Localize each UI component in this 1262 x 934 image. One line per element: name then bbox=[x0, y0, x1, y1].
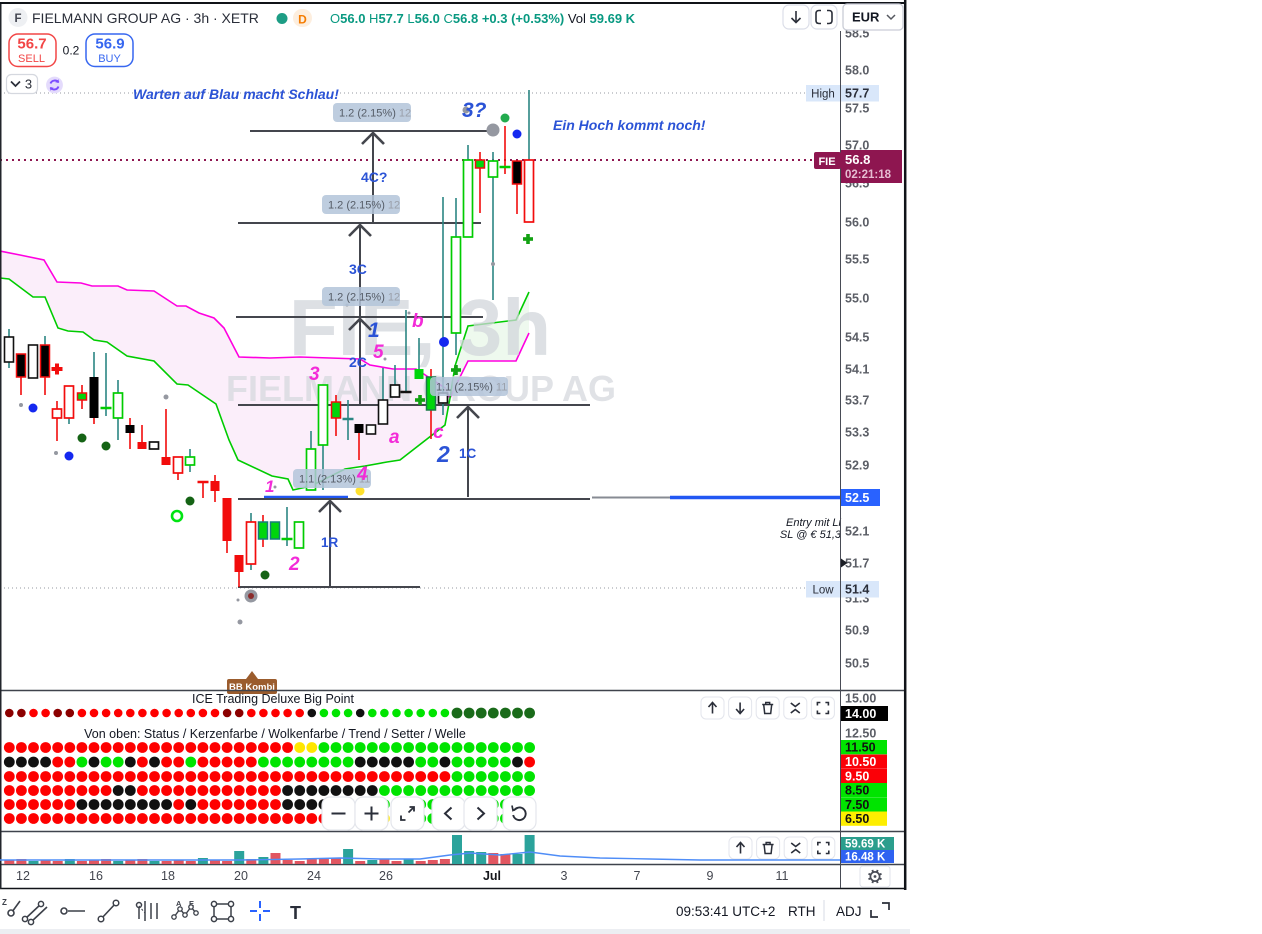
svg-text:56.7: 56.7 bbox=[17, 36, 46, 53]
svg-text:1.1 (2.13%) 11: 1.1 (2.13%) 11 bbox=[299, 474, 370, 486]
svg-text:BUY: BUY bbox=[98, 53, 121, 65]
svg-text:3: 3 bbox=[309, 364, 320, 385]
svg-text:55.5: 55.5 bbox=[845, 253, 869, 267]
svg-text:ICE Trading Deluxe Big Point: ICE Trading Deluxe Big Point bbox=[192, 692, 354, 706]
svg-text:FIELMANN GROUP AG · 3h · XETR: FIELMANN GROUP AG · 3h · XETR bbox=[32, 10, 259, 26]
svg-text:Von oben: Status / Kerzenfarbe: Von oben: Status / Kerzenfarbe / Wolkenf… bbox=[84, 727, 466, 741]
svg-text:10.50: 10.50 bbox=[845, 755, 876, 769]
svg-text:58.0: 58.0 bbox=[845, 64, 869, 78]
svg-text:57.0: 57.0 bbox=[845, 139, 869, 153]
svg-text:09:53:41 UTC+2: 09:53:41 UTC+2 bbox=[676, 904, 775, 919]
svg-text:53.7: 53.7 bbox=[845, 394, 869, 408]
svg-text:52.1: 52.1 bbox=[845, 525, 869, 539]
svg-text:54.1: 54.1 bbox=[845, 363, 869, 377]
svg-text:7.50: 7.50 bbox=[845, 798, 869, 812]
svg-text:56.0: 56.0 bbox=[845, 216, 869, 230]
svg-text:Low: Low bbox=[812, 585, 834, 597]
svg-text:8.50: 8.50 bbox=[845, 784, 869, 798]
svg-text:5: 5 bbox=[373, 342, 384, 363]
svg-text:57.7: 57.7 bbox=[845, 87, 869, 101]
svg-text:16.48 K: 16.48 K bbox=[845, 852, 886, 864]
svg-text:SELL: SELL bbox=[18, 53, 45, 65]
svg-text:55.0: 55.0 bbox=[845, 292, 869, 306]
svg-text:BB Kombi: BB Kombi bbox=[229, 682, 275, 693]
svg-text:E: E bbox=[189, 899, 194, 908]
svg-text:52.9: 52.9 bbox=[845, 459, 869, 473]
svg-text:56.9: 56.9 bbox=[95, 36, 124, 53]
svg-text:2C: 2C bbox=[349, 354, 367, 370]
svg-text:16: 16 bbox=[89, 869, 103, 883]
svg-text:11: 11 bbox=[776, 869, 789, 883]
svg-text:56.8: 56.8 bbox=[845, 152, 870, 167]
svg-text:1C: 1C bbox=[459, 446, 477, 461]
svg-text:1.2 (2.15%) 12: 1.2 (2.15%) 12 bbox=[328, 200, 400, 212]
svg-text:Ein Hoch kommt noch!: Ein Hoch kommt noch! bbox=[553, 117, 706, 133]
svg-text:F: F bbox=[14, 13, 21, 25]
svg-text:53.3: 53.3 bbox=[845, 426, 869, 440]
svg-text:1.1 (2.15%) 11: 1.1 (2.15%) 11 bbox=[436, 382, 507, 394]
svg-text:54.5: 54.5 bbox=[845, 331, 869, 345]
svg-text:FIE: FIE bbox=[818, 156, 835, 168]
svg-text:3: 3 bbox=[561, 869, 568, 883]
svg-text:Z: Z bbox=[2, 898, 7, 907]
svg-text:High: High bbox=[811, 89, 835, 101]
svg-text:02:21:18: 02:21:18 bbox=[845, 169, 892, 181]
svg-text:6.50: 6.50 bbox=[845, 812, 869, 826]
svg-text:50.9: 50.9 bbox=[845, 624, 869, 638]
svg-text:57.5: 57.5 bbox=[845, 102, 869, 116]
svg-text:1.2 (2.15%) 12: 1.2 (2.15%) 12 bbox=[339, 108, 411, 120]
svg-text:9.50: 9.50 bbox=[845, 770, 869, 784]
svg-text:9: 9 bbox=[707, 869, 714, 883]
svg-text:c: c bbox=[433, 422, 444, 443]
svg-text:0.2: 0.2 bbox=[63, 44, 80, 58]
svg-text:1R: 1R bbox=[321, 535, 339, 550]
svg-text:3C: 3C bbox=[349, 261, 367, 277]
svg-text:51.4: 51.4 bbox=[845, 583, 869, 597]
svg-text:b: b bbox=[412, 311, 424, 332]
svg-text:Jul: Jul bbox=[483, 869, 501, 883]
svg-text:1.2 (2.15%) 12: 1.2 (2.15%) 12 bbox=[328, 292, 400, 304]
svg-text:a: a bbox=[389, 427, 400, 448]
svg-text:7: 7 bbox=[634, 869, 641, 883]
svg-text:24: 24 bbox=[307, 869, 321, 883]
svg-text:1: 1 bbox=[265, 477, 274, 496]
svg-text:2: 2 bbox=[436, 441, 450, 467]
svg-text:1: 1 bbox=[368, 319, 380, 342]
svg-text:11.50: 11.50 bbox=[845, 741, 876, 755]
svg-text:52.5: 52.5 bbox=[845, 491, 869, 505]
svg-text:D: D bbox=[298, 13, 307, 27]
svg-text:59.69 K: 59.69 K bbox=[845, 839, 886, 851]
svg-text:3?: 3? bbox=[462, 99, 487, 122]
svg-text:14.00: 14.00 bbox=[845, 707, 876, 721]
svg-text:4C?: 4C? bbox=[361, 169, 387, 185]
svg-text:A: A bbox=[176, 899, 182, 908]
svg-text:20: 20 bbox=[234, 869, 248, 883]
svg-text:51.7: 51.7 bbox=[845, 557, 869, 571]
svg-text:Entry mit Li: Entry mit Li bbox=[786, 517, 842, 529]
svg-text:15.00: 15.00 bbox=[845, 692, 876, 706]
svg-text:12.50: 12.50 bbox=[845, 727, 876, 741]
svg-text:SL @ € 51,3: SL @ € 51,3 bbox=[780, 529, 842, 541]
svg-text:12: 12 bbox=[16, 869, 30, 883]
svg-text:2: 2 bbox=[288, 554, 300, 575]
svg-text:Warten auf Blau macht Schlau!: Warten auf Blau macht Schlau! bbox=[133, 86, 339, 102]
svg-text:4: 4 bbox=[356, 464, 368, 485]
svg-text:RTH: RTH bbox=[788, 904, 816, 919]
svg-text:3: 3 bbox=[25, 77, 32, 92]
svg-text:O56.0 H57.7 L56.0 C56.8 +0.3 (: O56.0 H57.7 L56.0 C56.8 +0.3 (+0.53%) Vo… bbox=[330, 11, 636, 26]
svg-text:18: 18 bbox=[161, 869, 175, 883]
svg-text:26: 26 bbox=[379, 869, 393, 883]
svg-text:T: T bbox=[290, 903, 301, 923]
svg-text:EUR: EUR bbox=[852, 10, 880, 25]
svg-text:50.5: 50.5 bbox=[845, 657, 869, 671]
svg-text:ADJ: ADJ bbox=[836, 904, 862, 919]
